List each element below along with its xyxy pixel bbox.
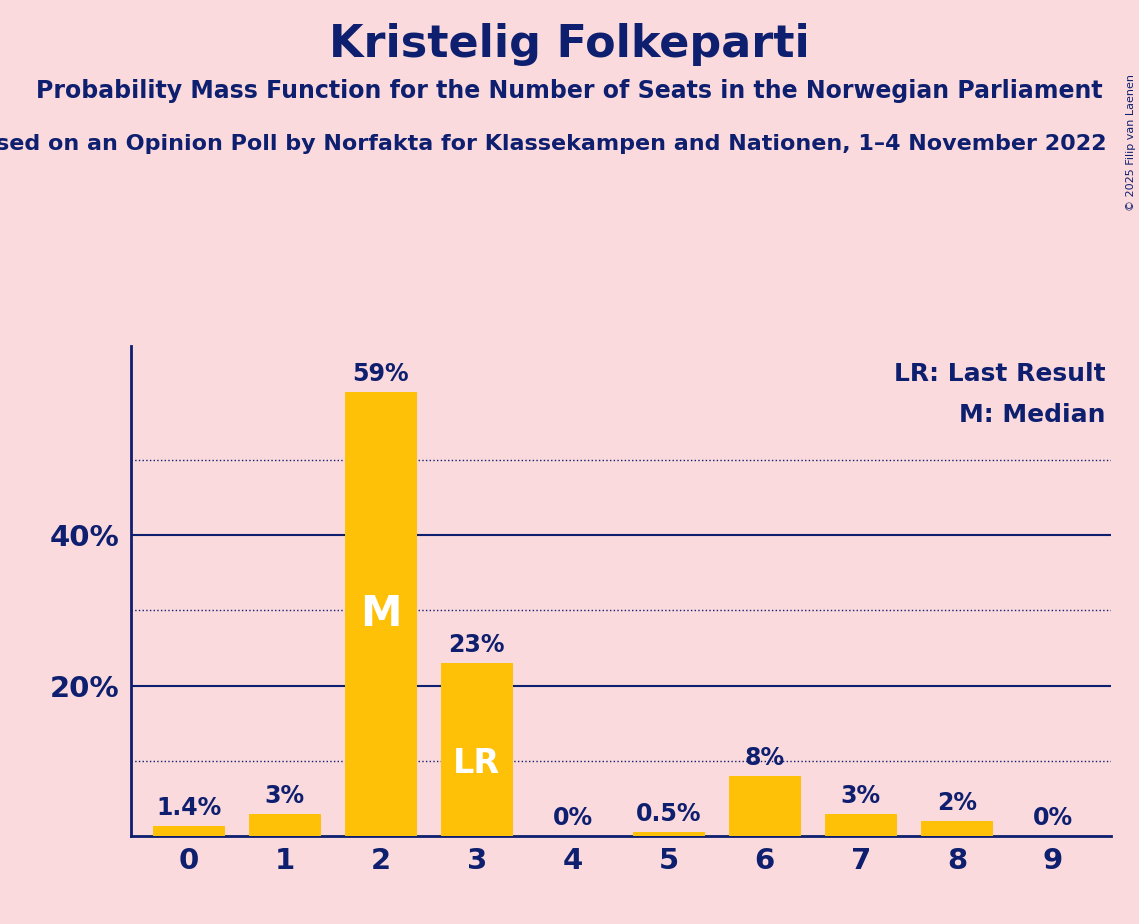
Text: 3%: 3% (264, 784, 305, 808)
Text: Based on an Opinion Poll by Norfakta for Klassekampen and Nationen, 1–4 November: Based on an Opinion Poll by Norfakta for… (0, 134, 1107, 154)
Bar (633, 833, 705, 836)
Bar (825, 814, 896, 836)
Text: 23%: 23% (449, 633, 505, 657)
Text: LR: LR (453, 747, 500, 780)
Text: 2%: 2% (937, 791, 977, 815)
Text: 0.5%: 0.5% (636, 802, 702, 826)
Text: 0%: 0% (1033, 807, 1073, 830)
Bar (345, 392, 417, 836)
Text: Probability Mass Function for the Number of Seats in the Norwegian Parliament: Probability Mass Function for the Number… (36, 79, 1103, 103)
Bar (153, 826, 224, 836)
Text: 8%: 8% (745, 746, 785, 770)
Text: Kristelig Folkeparti: Kristelig Folkeparti (329, 23, 810, 67)
Text: LR: Last Result: LR: Last Result (894, 361, 1106, 385)
Bar (920, 821, 993, 836)
Text: M: Median: M: Median (959, 403, 1106, 427)
Bar (729, 776, 801, 836)
Bar (441, 663, 513, 836)
Text: 0%: 0% (552, 807, 592, 830)
Bar (248, 814, 321, 836)
Text: 1.4%: 1.4% (156, 796, 221, 820)
Text: 3%: 3% (841, 784, 880, 808)
Text: 59%: 59% (352, 361, 409, 385)
Text: © 2025 Filip van Laenen: © 2025 Filip van Laenen (1126, 74, 1136, 211)
Text: M: M (360, 593, 401, 635)
